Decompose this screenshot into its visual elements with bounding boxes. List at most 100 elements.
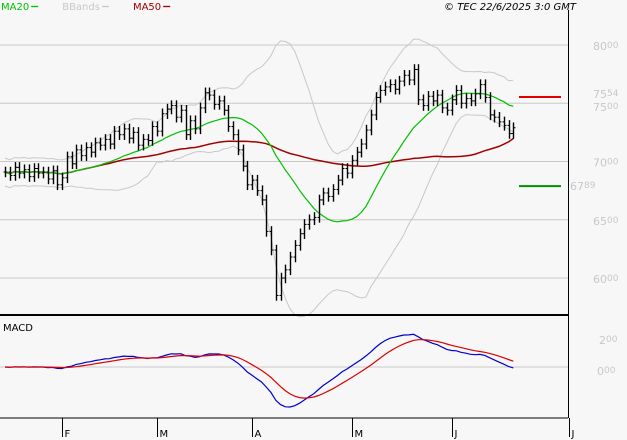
price-bar [207, 87, 212, 101]
price-bar [55, 165, 60, 191]
price-bar [345, 163, 350, 179]
price-bar [222, 95, 227, 116]
price-bar [231, 121, 236, 140]
price-bar [478, 79, 483, 100]
price-bar [440, 89, 445, 114]
price-bar [84, 142, 89, 161]
price-bar [378, 85, 383, 103]
price-bar [169, 100, 174, 115]
price-bar [454, 85, 459, 105]
price-bar [241, 144, 246, 172]
price-bar [407, 70, 412, 86]
price-bar [492, 109, 497, 123]
price-bar [41, 166, 46, 179]
signal-line [4, 339, 514, 399]
price-bar [469, 93, 474, 107]
price-bar [117, 125, 122, 140]
x-tick-label: F [65, 429, 71, 440]
price-bar [331, 184, 336, 202]
price-bar [245, 160, 250, 191]
price-bar [193, 115, 198, 135]
price-bar [17, 162, 22, 179]
moving-averages [4, 92, 514, 223]
price-bar [307, 214, 312, 230]
price-bar [326, 187, 331, 202]
y-tick-label: 6000 [593, 273, 619, 286]
price-bar [459, 85, 464, 109]
price-bar [431, 91, 436, 107]
price-bar [174, 100, 179, 123]
price-bar [340, 163, 345, 186]
price-bar [274, 244, 279, 301]
price-bar [51, 165, 56, 185]
price-bar [497, 111, 502, 128]
price-bars [3, 64, 516, 301]
y-tick-labels: 8000 7500 7000 6500 6000 200 000 [593, 40, 619, 378]
x-tick-label: M [355, 429, 364, 440]
price-bar [103, 134, 108, 151]
price-bar [13, 162, 18, 181]
x-tick-label: A [255, 429, 262, 440]
level-label: 7554 [593, 88, 619, 101]
price-bar [279, 272, 284, 301]
price-bar [250, 174, 255, 191]
price-bar [217, 95, 222, 110]
price-bar [350, 155, 355, 179]
price-bar [179, 104, 184, 123]
price-bar [269, 226, 274, 256]
price-bar [359, 138, 364, 158]
price-bar [283, 264, 288, 284]
price-bar [388, 79, 393, 93]
price-bar [146, 134, 151, 146]
price-bar [184, 104, 189, 140]
macd-tick-label: 000 [597, 365, 616, 378]
y-tick-label: 6500 [593, 215, 619, 228]
price-bar [70, 151, 75, 170]
price-bar [383, 81, 388, 96]
price-bar [122, 123, 127, 140]
price-bar [112, 125, 117, 150]
price-bar [74, 144, 79, 170]
y-tick-label: 7500 [593, 101, 619, 114]
bollinger-bands [4, 38, 514, 318]
price-bar [136, 127, 141, 151]
legend: MA20 BBands MA50 [1, 2, 171, 13]
price-bar [445, 102, 450, 116]
price-bar [402, 70, 407, 87]
gridlines [0, 44, 568, 368]
price-bar [393, 79, 398, 95]
macd-tick-label: 200 [599, 334, 618, 347]
price-bar [473, 88, 478, 107]
price-bar [416, 64, 421, 105]
price-bar [236, 129, 241, 156]
x-tick-label: M [160, 429, 169, 440]
price-bar [36, 163, 41, 179]
price-bar [511, 122, 516, 139]
price-bar [188, 115, 193, 140]
macd-line [4, 333, 514, 408]
price-bar [507, 120, 512, 139]
price-bar [336, 174, 341, 195]
copyright-text: © TEC 22/6/2025 3:0 GMT [444, 2, 577, 13]
price-bar [374, 92, 379, 121]
price-bar [255, 174, 260, 196]
price-bar [264, 194, 269, 237]
price-bar [288, 251, 293, 276]
y-tick-label: 7000 [593, 157, 619, 170]
price-bar [321, 187, 326, 206]
price-bar [79, 144, 84, 161]
legend-label-bbands: BBands [62, 2, 100, 13]
price-bar [312, 212, 317, 225]
price-bar [412, 64, 417, 86]
price-bar [502, 116, 507, 131]
price-bar [293, 240, 298, 263]
price-bar [65, 151, 70, 184]
price-bar [260, 185, 265, 206]
price-bar [397, 75, 402, 95]
level-label: 6789 [570, 180, 596, 193]
price-bar [46, 166, 51, 185]
price-levels: 7554 6789 [519, 88, 619, 193]
price-bar [89, 142, 94, 158]
